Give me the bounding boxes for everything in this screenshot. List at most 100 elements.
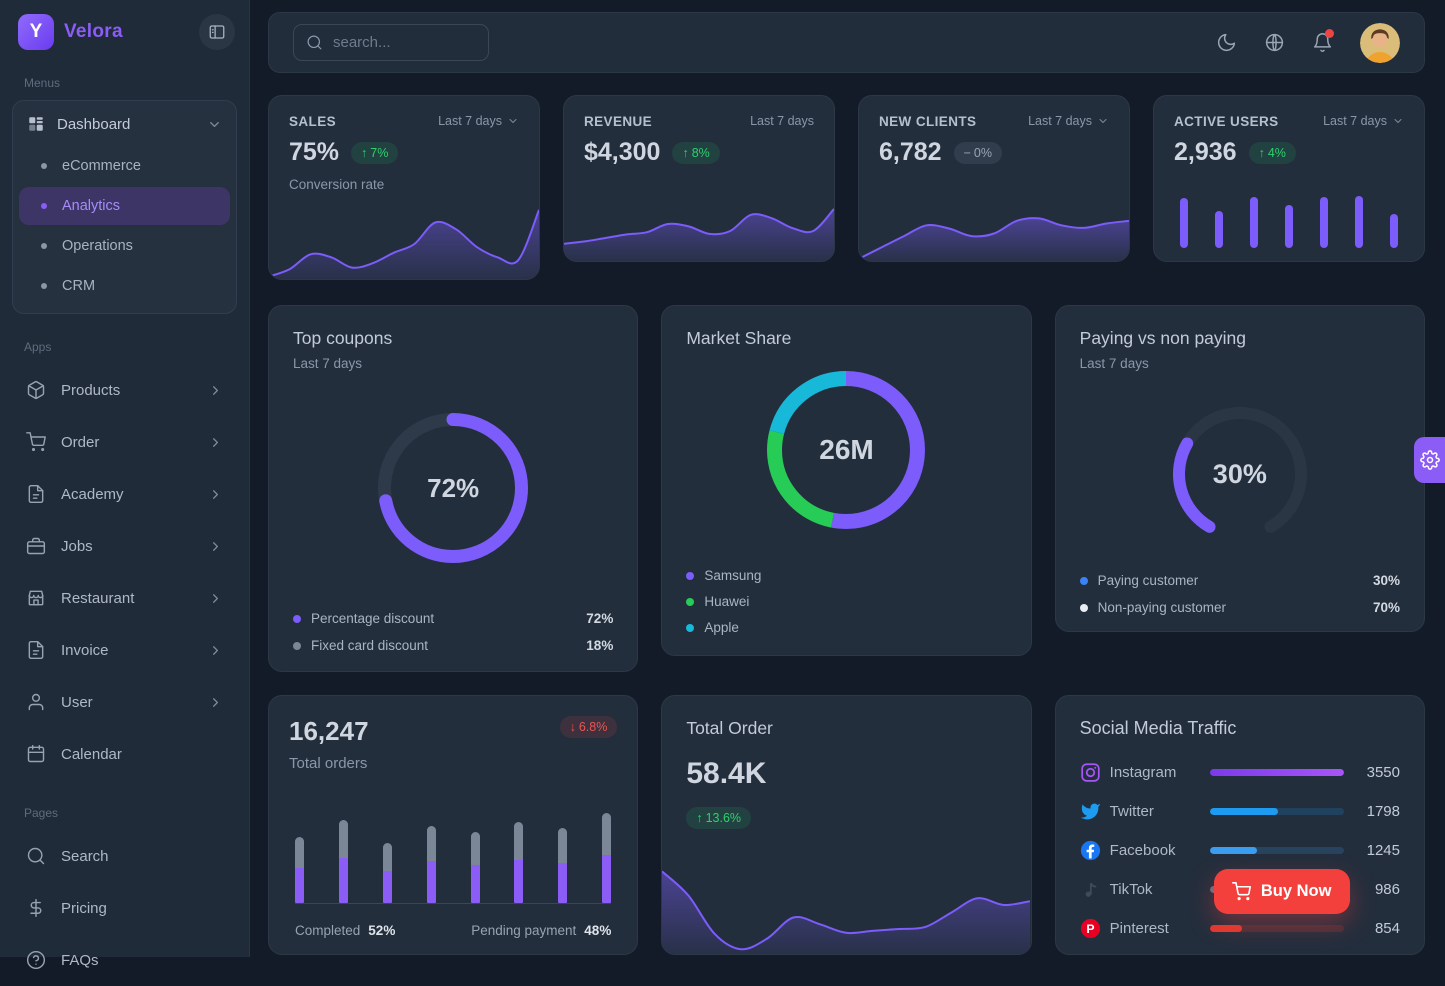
period-selector[interactable]: Last 7 days: [750, 114, 814, 128]
user-icon: [26, 692, 46, 712]
legend-dot-icon: [686, 598, 694, 606]
facebook-icon: [1080, 840, 1101, 861]
chevron-right-icon: [208, 435, 223, 450]
language-button[interactable]: [1264, 32, 1285, 53]
chevron-down-icon: [1392, 115, 1404, 127]
legend-item: Percentage discount 72%: [293, 611, 613, 626]
dashboard-grid-icon: [27, 115, 45, 133]
card-title: Top coupons: [293, 328, 613, 349]
sidebar-item-label: eCommerce: [62, 158, 141, 174]
sidebar-item-label: Order: [61, 434, 99, 451]
cart-icon: [26, 432, 46, 452]
period-selector[interactable]: Last 7 days: [438, 114, 519, 128]
sidebar-toggle-button[interactable]: [199, 14, 235, 50]
social-media-traffic-card: Social Media Traffic Instagram 3550 Twit…: [1055, 695, 1425, 955]
social-value: 986: [1348, 881, 1400, 898]
avatar-image: [1360, 23, 1400, 63]
legend-label: Apple: [704, 620, 739, 635]
card-title: Market Share: [686, 328, 1006, 349]
market-share-legend: Samsung Huawei Apple: [686, 568, 1006, 635]
app-logo: Y: [18, 14, 54, 50]
briefcase-icon: [26, 536, 46, 556]
pinterest-icon: P: [1080, 918, 1101, 939]
sidebar-item-restaurant[interactable]: Restaurant: [12, 572, 237, 624]
dark-mode-toggle[interactable]: [1216, 32, 1237, 53]
sidebar-item-label: Invoice: [61, 642, 109, 659]
sidebar-item-label: Academy: [61, 486, 124, 503]
period-selector[interactable]: Last 7 days: [1028, 114, 1109, 128]
legend-label: Non-paying customer: [1098, 600, 1226, 615]
sidebar-item-academy[interactable]: Academy: [12, 468, 237, 520]
search-input[interactable]: [333, 34, 476, 51]
social-value: 1245: [1348, 842, 1400, 859]
chevron-right-icon: [208, 695, 223, 710]
twitter-icon: [1080, 801, 1101, 822]
sidebar-item-crm[interactable]: CRM: [19, 267, 230, 305]
legend-label: Paying customer: [1098, 573, 1199, 588]
sidebar-item-label: Pricing: [61, 900, 107, 917]
paying-vs-nonpaying-card: Paying vs non paying Last 7 days 30% Pay…: [1055, 305, 1425, 632]
card-title: ACTIVE USERS: [1174, 114, 1279, 129]
chevron-down-icon: [1097, 115, 1109, 127]
active-users-bar-chart: [1180, 192, 1398, 248]
delta-badge: ↑13.6%: [686, 807, 751, 829]
stat-subtitle: Conversion rate: [289, 177, 519, 192]
topbar-actions: [1216, 23, 1400, 63]
market-share-donut-chart: 26M: [766, 370, 926, 530]
sidebar-item-label: FAQs: [61, 952, 99, 969]
sidebar-item-label: Analytics: [62, 198, 120, 214]
sidebar-item-analytics[interactable]: Analytics: [19, 187, 230, 225]
sidebar-item-pricing[interactable]: Pricing: [12, 882, 237, 934]
avatar[interactable]: [1360, 23, 1400, 63]
search-box[interactable]: [293, 24, 489, 61]
sidebar-item-label: User: [61, 694, 93, 711]
social-label: TikTok: [1110, 881, 1206, 898]
sidebar-item-label: CRM: [62, 278, 95, 294]
settings-fab[interactable]: [1414, 437, 1445, 483]
bullet-dot-icon: [41, 283, 47, 289]
legend-item: Samsung: [686, 568, 1006, 583]
sidebar-item-search[interactable]: Search: [12, 830, 237, 882]
stats-row: SALES Last 7 days 75% ↑7% Conversion rat…: [268, 95, 1425, 280]
sidebar-item-label: Dashboard: [57, 116, 130, 133]
bullet-dot-icon: [41, 243, 47, 249]
period-label: Last 7 days: [1323, 114, 1387, 128]
social-value: 1798: [1348, 803, 1400, 820]
total-orders-value: 16,247: [289, 716, 369, 747]
revenue-sparkline-chart: [564, 199, 834, 261]
sidebar-item-ecommerce[interactable]: eCommerce: [19, 147, 230, 185]
sidebar-item-dashboard[interactable]: Dashboard: [13, 103, 236, 145]
card-title: Social Media Traffic: [1056, 696, 1424, 739]
sales-card: SALES Last 7 days 75% ↑7% Conversion rat…: [268, 95, 540, 280]
social-label: Pinterest: [1110, 920, 1206, 937]
legend-value: 30%: [1373, 573, 1400, 588]
total-orders-label: Total orders: [289, 755, 369, 772]
card-title: Paying vs non paying: [1080, 328, 1400, 349]
sidebar-item-user[interactable]: User: [12, 676, 237, 728]
period-selector[interactable]: Last 7 days: [1323, 114, 1404, 128]
sidebar-item-order[interactable]: Order: [12, 416, 237, 468]
top-coupons-card: Top coupons Last 7 days 72% Percentage d…: [268, 305, 638, 672]
sidebar-item-faqs[interactable]: FAQs: [12, 934, 237, 986]
dollar-icon: [26, 898, 46, 918]
sidebar-item-products[interactable]: Products: [12, 364, 237, 416]
sidebar-item-invoice[interactable]: Invoice: [12, 624, 237, 676]
search-icon: [26, 846, 46, 866]
help-circle-icon: [26, 950, 46, 970]
social-row-pinterest: P Pinterest 854: [1080, 909, 1400, 948]
coupons-legend: Percentage discount 72% Fixed card disco…: [293, 611, 613, 653]
notifications-button[interactable]: [1312, 32, 1333, 53]
sidebar-item-operations[interactable]: Operations: [19, 227, 230, 265]
delta-badge: ↑4%: [1249, 142, 1296, 164]
legend-dot-icon: [293, 642, 301, 650]
sidebar-item-label: Search: [61, 848, 109, 865]
card-title: SALES: [289, 114, 336, 129]
sidebar-item-jobs[interactable]: Jobs: [12, 520, 237, 572]
sidebar-item-calendar[interactable]: Calendar: [12, 728, 237, 780]
sidebar-header: Y Velora: [12, 12, 237, 50]
buy-now-button[interactable]: Buy Now: [1214, 869, 1350, 914]
legend-dot-icon: [1080, 604, 1088, 612]
social-row-twitter: Twitter 1798: [1080, 792, 1400, 831]
